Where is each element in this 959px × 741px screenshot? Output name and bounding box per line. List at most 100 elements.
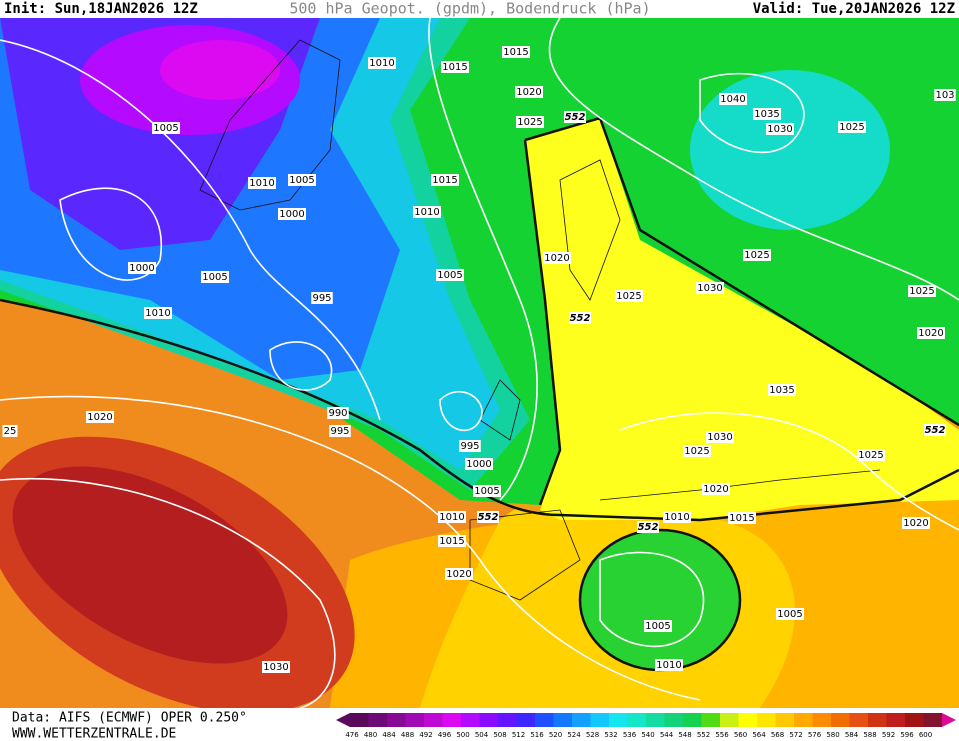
- isobar-label: 995: [460, 441, 479, 452]
- scale-box: [775, 713, 795, 727]
- isobar-label: 1025: [684, 446, 709, 457]
- scale-box: [701, 713, 721, 727]
- isobar-label: 1005: [437, 270, 462, 281]
- isobar-label: 1030: [263, 662, 288, 673]
- scale-box: [849, 713, 869, 727]
- isobar-label-bg: [128, 262, 156, 274]
- scale-box: [498, 713, 517, 727]
- color-scale: 476 480 484 488 492 496 500 504 508 512 516 520 524 5…: [336, 713, 956, 739]
- scale-box: [424, 713, 443, 727]
- contour-label: 552: [638, 522, 659, 533]
- isobar-label: 25: [4, 426, 17, 437]
- scale-label: 484: [382, 731, 396, 739]
- isobar-label-bg: [917, 327, 945, 339]
- scale-label: 548: [678, 731, 691, 739]
- isobar-label: 1005: [289, 175, 314, 186]
- scale-label: 528: [586, 731, 599, 739]
- isobar-label: 1035: [769, 385, 794, 396]
- scale-box: [794, 713, 813, 727]
- field-548-south: [580, 530, 740, 670]
- isobar-label-bg: [329, 425, 351, 437]
- isobar-label-bg: [465, 458, 493, 470]
- isobar-label: 1010: [369, 58, 394, 69]
- isobar-label-bg: [696, 282, 724, 294]
- isobar-label-bg: [152, 122, 180, 134]
- isobar-label: 1005: [645, 621, 670, 632]
- isobar-label: 1010: [656, 660, 681, 671]
- isobar-label-bg: [515, 86, 543, 98]
- isobar-label-bg: [655, 659, 683, 671]
- isobar-label-bg: [2, 425, 18, 437]
- isobar-label-bg: [311, 292, 333, 304]
- isobar-label-bg: [86, 411, 114, 423]
- isobar-label-bg: [768, 384, 796, 396]
- isobar-label: 1020: [544, 253, 569, 264]
- scale-label: 532: [604, 731, 617, 739]
- isobar-label-bg: [278, 208, 306, 220]
- scale-box: [387, 713, 406, 727]
- isobar-label: 1010: [414, 207, 439, 218]
- scale-label: 588: [863, 731, 876, 739]
- isobar-label-bg: [776, 608, 804, 620]
- website: WWW.WETTERZENTRALE.DE: [12, 727, 176, 741]
- contour-label: 552: [570, 313, 591, 324]
- scale-box: [720, 713, 739, 727]
- isobar-label: 1020: [918, 328, 943, 339]
- isobar-label-bg: [719, 93, 747, 105]
- scale-box: [683, 713, 702, 727]
- scale-label: 584: [845, 731, 859, 739]
- isobar-label: 1025: [616, 291, 641, 302]
- isobar-label: 1015: [503, 47, 528, 58]
- isobar-label: 1015: [729, 513, 754, 524]
- contour-label-bg: [924, 424, 946, 436]
- scale-label: 492: [419, 731, 432, 739]
- isobar-label: 1010: [249, 178, 274, 189]
- map: [0, 18, 959, 708]
- isobar-label-bg: [516, 116, 544, 128]
- isobar-label: 1025: [744, 250, 769, 261]
- scale-box: [738, 713, 758, 727]
- scale-label: 508: [493, 731, 506, 739]
- isobar-label: 1030: [697, 283, 722, 294]
- field-556: [520, 115, 959, 520]
- scale-label: 592: [882, 731, 895, 739]
- scale-label: 540: [641, 731, 654, 739]
- isobar-label: 1005: [474, 486, 499, 497]
- scale-label: 560: [734, 731, 747, 739]
- contour-label-bg: [569, 312, 591, 324]
- scale-label: 536: [623, 731, 637, 739]
- isobar-label-bg: [445, 568, 473, 580]
- scale-box: [405, 713, 425, 727]
- contour-label-bg: [637, 521, 659, 533]
- scale-box: [868, 713, 887, 727]
- isobar-label: 1010: [145, 308, 170, 319]
- scale-box: [350, 713, 369, 727]
- isobar-label: 1025: [517, 117, 542, 128]
- header-bar: [0, 0, 959, 18]
- isobar-label-bg: [543, 252, 571, 264]
- isobar-label: 103: [935, 90, 954, 101]
- isobar-label-bg: [438, 511, 466, 523]
- scale-label: 480: [364, 731, 377, 739]
- scale-arrow-high: [942, 713, 956, 727]
- scale-box: [757, 713, 776, 727]
- scale-label: 488: [401, 731, 414, 739]
- scale-box: [905, 713, 924, 727]
- field-488: [160, 40, 280, 100]
- scale-box: [461, 713, 480, 727]
- scale-label: 516: [530, 731, 544, 739]
- isobar-label: 1005: [202, 272, 227, 283]
- isobar-label-bg: [144, 307, 172, 319]
- isobar-label: 1015: [432, 175, 457, 186]
- scale-box: [831, 713, 850, 727]
- scale-box: [590, 713, 610, 727]
- isobar-label-bg: [902, 517, 930, 529]
- isobar-label: 1020: [516, 87, 541, 98]
- isobars: [0, 18, 959, 708]
- scale-box: [812, 713, 832, 727]
- isobar-label-bg: [431, 174, 459, 186]
- isobar-label-bg: [502, 46, 530, 58]
- map-title: 500 hPa Geopot. (gpdm), Bodendruck (hPa): [289, 0, 650, 18]
- scale-label: 500: [456, 731, 469, 739]
